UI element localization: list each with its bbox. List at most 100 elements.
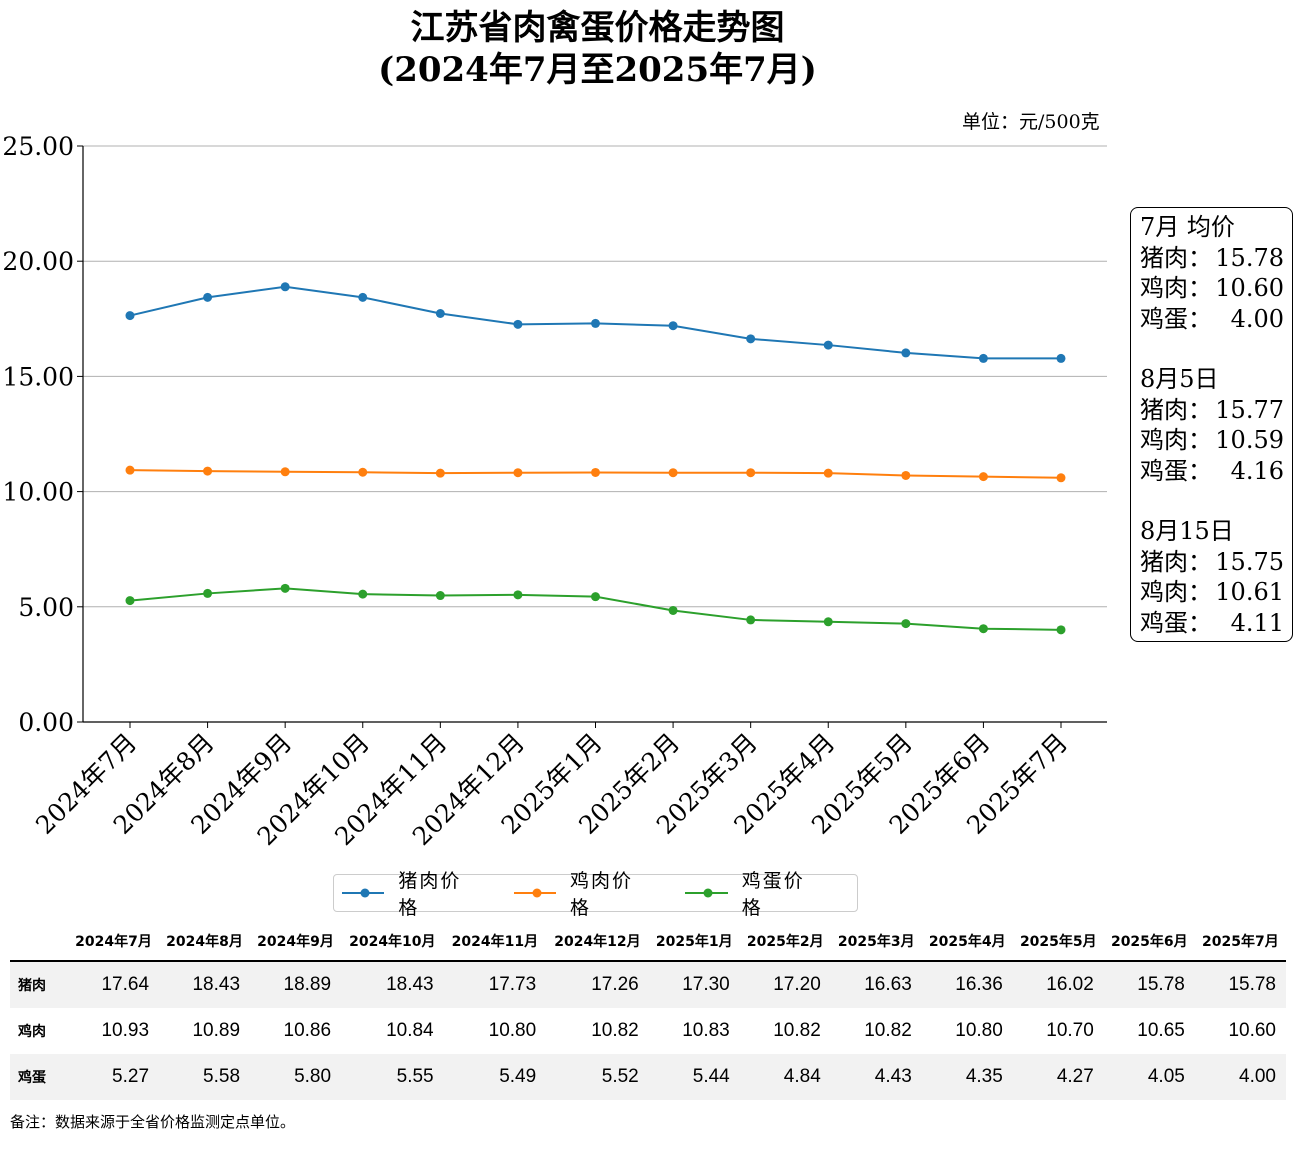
table-header-cell: 2025年6月	[1103, 922, 1195, 962]
data-point	[746, 468, 756, 478]
table-header-cell: 2024年11月	[443, 922, 547, 962]
table-cell: 10.83	[682, 1020, 730, 1041]
table-header-cell: 2024年9月	[250, 922, 342, 962]
info-box: 7月 均价 猪肉： 15.78 鸡肉： 10.60 鸡蛋： 4.00 8月5日 猪肉： 15.77…	[1130, 207, 1293, 642]
table-cell: 17.26	[546, 961, 649, 1008]
info-label: 鸡肉：	[1140, 274, 1212, 302]
data-point	[125, 311, 135, 321]
table-cell: 4.27	[1012, 1054, 1104, 1100]
info-value: 4.00	[1230, 304, 1284, 333]
data-point	[1056, 353, 1066, 363]
data-point	[203, 466, 213, 476]
table-row-label: 鸡蛋	[10, 1054, 68, 1100]
table-header-cell: 2025年7月	[1194, 922, 1286, 962]
data-point	[746, 615, 756, 625]
info-value: 10.61	[1215, 578, 1284, 606]
info-heading: 8月5日	[1140, 365, 1219, 393]
chart-title: 江苏省肉禽蛋价格走势图	[410, 8, 785, 48]
legend-label: 鸡蛋价格	[741, 870, 805, 919]
info-row: 鸡蛋： 4.16	[1140, 456, 1284, 487]
data-point	[823, 617, 833, 627]
data-point	[591, 592, 600, 602]
table-cell: 10.65	[1137, 1020, 1185, 1041]
info-value: 4.11	[1230, 608, 1284, 637]
legend-label: 鸡肉价格	[570, 870, 634, 919]
data-point	[435, 591, 445, 601]
legend-marker-icon	[342, 888, 385, 898]
data-point	[435, 468, 445, 478]
legend-item: 鸡肉价格	[513, 866, 648, 920]
data-point	[358, 589, 368, 599]
table-header-cell: 2025年4月	[921, 922, 1013, 962]
data-point	[901, 619, 911, 629]
unit-label: 单位：元/500克	[962, 111, 1100, 133]
table-cell: 10.60	[1228, 1020, 1276, 1041]
info-section: 7月 均价 猪肉： 15.78 鸡肉： 10.60 鸡蛋： 4.00	[1140, 212, 1284, 334]
info-row: 猪肉： 15.75	[1140, 547, 1284, 578]
table-cell: 17.30	[648, 961, 740, 1008]
table-header-cell: 2025年1月	[648, 922, 740, 962]
table-cell: 10.80	[488, 1020, 537, 1041]
info-label: 鸡肉：	[1140, 426, 1212, 454]
table-cell: 17.73	[443, 961, 547, 1008]
data-point	[513, 319, 523, 329]
data-point	[591, 467, 600, 477]
legend-item: 鸡蛋价格	[685, 866, 819, 920]
legend-marker-icon	[513, 888, 557, 898]
table-cell: 5.80	[250, 1054, 342, 1100]
footnote: 备注：数据来源于全省价格监测定点单位。	[10, 1113, 296, 1131]
info-label: 鸡蛋：	[1140, 304, 1212, 333]
table-header-cell: 2025年3月	[830, 922, 922, 962]
info-value: 10.59	[1215, 426, 1284, 454]
info-label: 猪肉：	[1140, 395, 1212, 424]
table-header-cell: 2024年8月	[159, 922, 251, 962]
info-row: 鸡肉： 10.61	[1140, 577, 1284, 608]
table-cell: 15.78	[1194, 961, 1286, 1008]
table-row: 鸡蛋 5.27 5.58 5.80 5.55 5.49 5.52 5.44 4.84 4.43 4.…	[10, 1054, 1286, 1100]
table-header-cell	[10, 922, 68, 962]
table-cell: 10.82	[773, 1020, 821, 1041]
table-cell: 4.84	[739, 1054, 831, 1100]
table-header-cell: 2024年12月	[546, 922, 649, 962]
table-cell: 5.52	[546, 1054, 649, 1100]
table-row-label: 猪肉	[10, 961, 68, 1008]
data-point	[668, 321, 678, 331]
table-cell: 16.63	[830, 961, 922, 1008]
table-cell: 16.02	[1012, 961, 1104, 1008]
table-row: 鸡肉 10.93 10.89 10.86 10.84 10.80 10.82 10.83 10.…	[10, 1008, 1286, 1054]
data-point	[591, 318, 600, 328]
y-tick-label: 10.00	[2, 478, 74, 507]
info-label: 猪肉：	[1140, 547, 1212, 576]
data-point	[513, 590, 523, 600]
legend-label: 猪肉价格	[398, 870, 462, 919]
info-row: 鸡蛋： 4.00	[1140, 304, 1284, 335]
info-heading: 8月15日	[1140, 517, 1234, 545]
table-header-row: 2024年7月 2024年8月 2024年9月 2024年10月 2024年11月 202…	[10, 922, 1286, 962]
info-label: 鸡肉：	[1140, 578, 1212, 606]
table-cell: 4.35	[921, 1054, 1013, 1100]
info-value: 10.60	[1215, 274, 1284, 302]
data-point	[1056, 473, 1066, 483]
table-cell: 5.49	[443, 1054, 547, 1100]
table-row: 猪肉 17.64 18.43 18.89 18.43 17.73 17.26 17.30 17.…	[10, 961, 1286, 1008]
table-cell: 4.43	[830, 1054, 922, 1100]
table-cell: 16.36	[921, 961, 1013, 1008]
data-point	[203, 588, 213, 598]
info-label: 鸡蛋：	[1140, 456, 1212, 485]
table-cell: 17.20	[739, 961, 831, 1008]
table-header-cell: 2025年5月	[1012, 922, 1104, 962]
data-point	[668, 605, 678, 615]
data-point	[125, 596, 135, 606]
table-cell: 4.00	[1194, 1054, 1286, 1100]
table-cell: 18.43	[341, 961, 444, 1008]
data-point	[203, 292, 213, 302]
data-point	[125, 465, 135, 475]
info-value: 15.77	[1215, 395, 1284, 424]
info-row: 猪肉： 15.78	[1140, 243, 1284, 274]
table-cell: 10.82	[864, 1020, 912, 1041]
table-cell: 10.82	[591, 1020, 639, 1041]
y-tick-label: 25.00	[2, 132, 74, 161]
y-tick-label: 15.00	[2, 362, 74, 391]
info-section: 8月15日 猪肉： 15.75 鸡肉： 10.61 鸡蛋： 4.11	[1140, 516, 1284, 638]
table-header-cell: 2025年2月	[739, 922, 831, 962]
